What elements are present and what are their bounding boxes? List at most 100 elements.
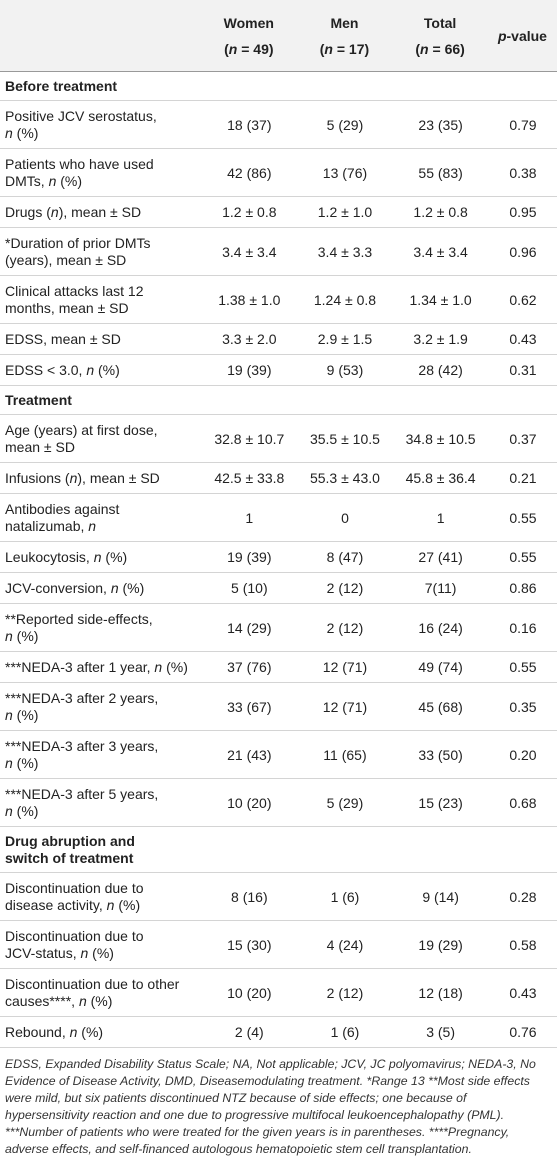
cell: 10 (20) (201, 778, 297, 827)
table-body: Before treatment Positive JCV serostatus,… (0, 71, 557, 1048)
cell: 0.21 (487, 462, 557, 494)
cell: 4 (24) (296, 920, 393, 969)
cell: 14 (29) (201, 603, 297, 652)
cell: 28 (42) (392, 354, 488, 386)
section-title: Treatment (0, 385, 297, 415)
cell: 2 (12) (296, 968, 393, 1017)
table-row: ***NEDA-3 after 2 years, n (%) 33 (67) 12 (… (0, 682, 557, 731)
cell: 2 (12) (296, 603, 393, 652)
table-row: Infusions (n), mean ± SD 42.5 ± 33.8 55.3 … (0, 462, 557, 494)
cell: 0.55 (487, 541, 557, 573)
row-label-line: Antibodies against (5, 501, 120, 517)
cell: 55.3 ± 43.0 (296, 462, 393, 494)
cell: 8 (16) (201, 872, 297, 921)
cell: 1 (201, 493, 297, 542)
cell: 19 (39) (201, 354, 297, 386)
cell: 8 (47) (296, 541, 393, 573)
table-row: Discontinuation due to disease activity, … (0, 872, 557, 921)
section-title: Drug abruption and switch of treatment (0, 826, 297, 873)
table-row: Rebound, n (%) 2 (4) 1 (6) 3 (5) 0.76 (0, 1016, 557, 1048)
section-title-line: switch of treatment (5, 850, 134, 866)
cell: 55 (83) (392, 148, 488, 197)
row-label-line: Discontinuation due to (5, 928, 144, 944)
row-label-line: ***NEDA-3 after 3 years, (5, 738, 159, 754)
cell: 3.3 ± 2.0 (201, 323, 297, 355)
section-row: Before treatment (0, 71, 557, 101)
row-label: EDSS, mean ± SD (0, 323, 201, 355)
cell: 1.2 ± 1.0 (296, 196, 393, 228)
row-label: Clinical attacks last 12 months, mean ± S… (0, 275, 201, 324)
column-n: (n = 17) (319, 41, 370, 57)
cell: 27 (41) (392, 541, 488, 573)
row-label-line: (years), mean ± SD (5, 252, 127, 268)
cell: 2 (12) (296, 572, 393, 604)
column-n: (n = 49) (224, 41, 274, 57)
row-label-line: *Duration of prior DMTs (5, 235, 151, 251)
row-label: ***NEDA-3 after 2 years, n (%) (0, 682, 201, 731)
cell: 0.76 (487, 1016, 557, 1048)
row-label: Discontinuation due to JCV-status, n (%) (0, 920, 201, 969)
row-label-line: n (%) (5, 707, 39, 723)
cell: 42 (86) (201, 148, 297, 197)
section-filler (296, 826, 557, 873)
row-label-line: JCV-conversion, n (%) (5, 580, 145, 596)
cell: 12 (18) (392, 968, 488, 1017)
column-name: Men (330, 15, 359, 31)
section-filler (296, 385, 557, 415)
cell: 0.35 (487, 682, 557, 731)
cell: 0.43 (487, 968, 557, 1017)
cell: 0.38 (487, 148, 557, 197)
column-header: Men (n = 17) (296, 0, 393, 72)
column-name: p-value (497, 28, 547, 44)
cell: 15 (30) (201, 920, 297, 969)
cell: 23 (35) (392, 100, 488, 149)
data-table: Women (n = 49) Men (n = 17) Total (n = 66) p-v… (0, 0, 557, 1048)
cell: 33 (67) (201, 682, 297, 731)
table-header: Women (n = 49) Men (n = 17) Total (n = 66) p-v… (0, 0, 557, 72)
cell: 0.20 (487, 730, 557, 779)
cell: 0.16 (487, 603, 557, 652)
column-header: Total (n = 66) (392, 0, 488, 72)
cell: 0.86 (487, 572, 557, 604)
footnote: EDSS, Expanded Disability Status Scale; … (5, 1057, 536, 1156)
cell: 0.58 (487, 920, 557, 969)
section-filler (296, 71, 557, 101)
table-row: Leukocytosis, n (%) 19 (39) 8 (47) 27 (41) 0… (0, 541, 557, 573)
row-label-line: DMTs, n (%) (5, 173, 83, 189)
cell: 9 (14) (392, 872, 488, 921)
row-label-line: ***NEDA-3 after 2 years, (5, 690, 159, 706)
cell: 12 (71) (296, 651, 393, 683)
row-label: Discontinuation due to disease activity, … (0, 872, 201, 921)
row-label: Infusions (n), mean ± SD (0, 462, 201, 494)
row-label: Drugs (n), mean ± SD (0, 196, 201, 228)
table-row: Discontinuation due to other causes****, … (0, 968, 557, 1017)
row-label: Rebound, n (%) (0, 1016, 201, 1048)
row-label-line: n (%) (5, 803, 39, 819)
cell: 5 (29) (296, 778, 393, 827)
cell: 37 (76) (201, 651, 297, 683)
row-label-line: Patients who have used (5, 156, 154, 172)
row-label: Discontinuation due to other causes****, … (0, 968, 201, 1017)
cell: 0.43 (487, 323, 557, 355)
row-label: Leukocytosis, n (%) (0, 541, 201, 573)
table-row: Age (years) at first dose, mean ± SD 32.8 … (0, 414, 557, 463)
cell: 1.38 ± 1.0 (201, 275, 297, 324)
table-row: Antibodies against natalizumab, n 1 0 1 0.55 (0, 493, 557, 542)
row-label: EDSS < 3.0, n (%) (0, 354, 201, 386)
cell: 49 (74) (392, 651, 488, 683)
table-row: ***NEDA-3 after 3 years, n (%) 21 (43) 11 (… (0, 730, 557, 779)
row-label: Positive JCV serostatus, n (%) (0, 100, 201, 149)
row-label-line: **Reported side-effects, (5, 611, 153, 627)
cell: 16 (24) (392, 603, 488, 652)
section-title-line: Before treatment (5, 78, 118, 94)
row-label-line: n (%) (5, 755, 39, 771)
cell: 1.2 ± 0.8 (201, 196, 297, 228)
row-label-line: mean ± SD (5, 439, 75, 455)
section-row: Drug abruption and switch of treatment (0, 826, 557, 873)
cell: 2 (4) (201, 1016, 297, 1048)
row-label-line: Infusions (n), mean ± SD (5, 470, 160, 486)
row-label-line: months, mean ± SD (5, 300, 129, 316)
row-label-line: disease activity, n (%) (5, 897, 141, 913)
row-label-line: Discontinuation due to (5, 880, 144, 896)
